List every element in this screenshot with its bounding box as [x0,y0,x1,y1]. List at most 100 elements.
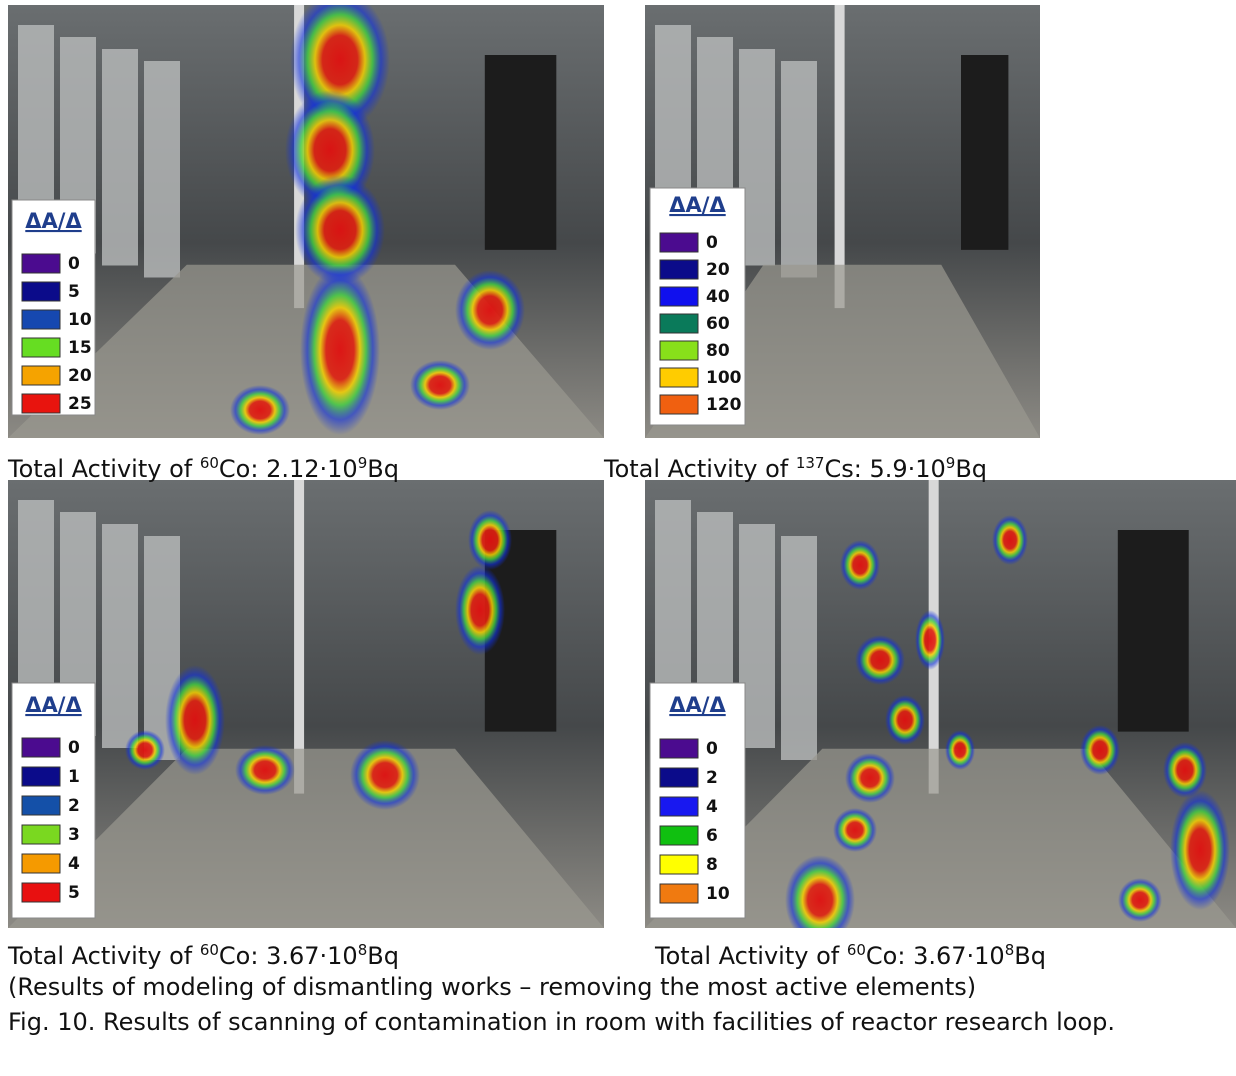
legend-label: 6 [706,826,718,846]
heat-spot [1163,742,1207,798]
heat-spot [945,730,975,770]
legend-swatch [22,282,60,301]
legend-swatch [660,368,698,387]
legend-label: 4 [68,854,80,874]
heat-spot [840,540,880,590]
pipe [835,5,845,308]
legend-label: 60 [706,314,730,334]
heat-spot [235,745,295,795]
legend-title: ΔA/Δ [669,193,726,217]
caption-exponent: 8 [358,941,368,959]
heat-spot [1170,790,1230,910]
page: ΔA/Δ0510152025ΔA/Δ020406080100120ΔA/Δ012… [0,0,1236,1076]
legend-swatch [22,310,60,329]
legend-label: 2 [706,768,718,788]
pipe [294,480,304,794]
caption-unit: Bq [367,942,399,970]
legend-label: 0 [706,739,718,759]
heat-spot [455,565,505,655]
heat-spot [1080,725,1120,775]
caption-body: Co: 2.12·10 [219,455,358,483]
legend-label: 0 [68,738,80,758]
panel-caption: Total Activity of 60Co: 3.67·108Bq [655,936,1046,970]
legend-swatch [22,854,60,873]
legend-title: ΔA/Δ [25,209,82,233]
legend-swatch [660,739,698,758]
panel-caption: Total Activity of 60Co: 2.12·109Bq [8,449,399,483]
legend-swatch [22,796,60,815]
caption-unit: Bq [1014,942,1046,970]
heat-spot [125,730,165,770]
legend-swatch [22,338,60,357]
legend-swatch [660,341,698,360]
legend-swatch [22,254,60,273]
legend-label: 4 [706,797,718,817]
legend-swatch [22,825,60,844]
legend-swatch [22,767,60,786]
legend-label: 3 [68,825,80,845]
heat-spot [845,753,895,803]
legend-label: 120 [706,395,742,415]
caption-mass: 137 [796,454,825,472]
heat-spot [992,515,1028,565]
note: (Results of modeling of dismantling work… [8,970,1223,1005]
caption-unit: Bq [367,455,399,483]
caption-mass: 60 [200,454,219,472]
legend-swatch [660,855,698,874]
legend-label: 100 [706,368,742,388]
caption-exponent: 8 [1005,941,1015,959]
legend-swatch [660,826,698,845]
legend-label: 80 [706,341,730,361]
heat-spot [300,265,380,435]
legend-label: 5 [68,883,80,903]
heat-spot [410,360,470,410]
legend-swatch [22,883,60,902]
legend-label: 10 [706,884,730,904]
caption-prefix: Total Activity of [655,942,847,970]
caption-body: Cs: 5.9·10 [824,455,945,483]
legend-swatch [660,314,698,333]
caption-exponent: 9 [946,454,956,472]
heat-spot [1118,878,1162,922]
legend-label: 10 [68,310,92,330]
legend-label: 2 [68,796,80,816]
caption-mass: 60 [847,941,866,959]
heat-spot [915,610,945,670]
legend-swatch [660,287,698,306]
caption-prefix: Total Activity of [8,942,200,970]
tank [144,61,180,278]
heat-spot [230,385,290,435]
panel-caption: Total Activity of 137Cs: 5.9·109Bq [604,449,987,483]
legend-label: 15 [68,338,92,358]
legend-swatch [660,260,698,279]
legend-label: 0 [706,233,718,253]
legend-label: 1 [68,767,80,787]
tank [102,49,138,266]
legend-title: ΔA/Δ [669,693,726,717]
legend-swatch [660,884,698,903]
legend-label: 5 [68,282,80,302]
caption-exponent: 9 [358,454,368,472]
legend-swatch [660,395,698,414]
legend-label: 8 [706,855,718,875]
figure-caption: Fig. 10. Results of scanning of contamin… [8,1005,1223,1040]
heat-spot [350,740,420,810]
heat-spot [468,510,512,570]
tank [781,536,817,760]
legend-swatch [22,366,60,385]
caption-unit: Bq [955,455,987,483]
legend-swatch [22,738,60,757]
caption-body: Co: 3.67·10 [219,942,358,970]
legend-label: 25 [68,394,92,414]
legend-swatch [22,394,60,413]
doorway [485,55,557,250]
legend-label: 0 [68,254,80,274]
heat-spot [855,635,905,685]
legend-swatch [660,768,698,787]
caption-prefix: Total Activity of [8,455,200,483]
legend-title: ΔA/Δ [25,693,82,717]
doorway [961,55,1008,250]
heat-spot [455,270,525,350]
heat-spot [833,808,877,852]
